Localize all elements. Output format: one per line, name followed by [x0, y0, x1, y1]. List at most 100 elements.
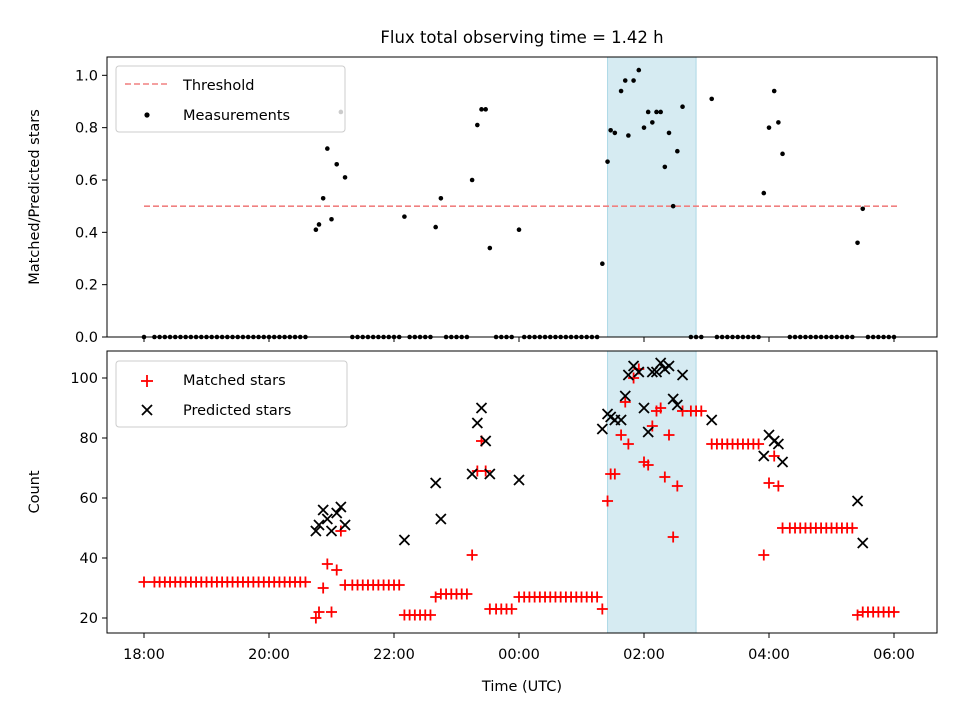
bottom-y-axis-label: Count — [27, 470, 43, 513]
bottom-highlight-span — [607, 350, 697, 634]
predicted-star-point — [772, 438, 785, 450]
matched-star-point — [659, 471, 671, 483]
x-axis-label: Time (UTC) — [481, 679, 562, 695]
predicted-star-point — [596, 423, 608, 435]
measurement-point — [469, 177, 475, 183]
predicted-star-point — [758, 450, 770, 462]
measurement-point — [776, 120, 781, 125]
predicted-star-point — [642, 426, 654, 438]
top-legend-frame — [115, 65, 346, 133]
measurement-point — [658, 109, 663, 115]
predicted-star-point — [619, 390, 631, 402]
measurement-point — [605, 159, 610, 164]
legend-measurements-swatch — [144, 112, 150, 118]
matched-star-point — [331, 564, 343, 576]
predicted-star-point — [706, 414, 718, 426]
top-axes-frame — [106, 56, 938, 338]
x-tick-label: 02:00 — [623, 647, 665, 663]
predicted-star-point — [313, 519, 325, 531]
bottom-legend: Matched stars Predicted stars — [115, 360, 348, 428]
matched-star-point — [768, 450, 780, 462]
matched-star-point — [591, 591, 603, 603]
predicted-star-point — [321, 513, 333, 525]
matched-star-point — [310, 612, 322, 624]
chart-title: Flux total observing time = 1.42 h — [380, 28, 663, 47]
measurement-point — [666, 130, 672, 136]
legend-threshold-label: Threshold — [182, 78, 254, 94]
measurement-point — [645, 109, 651, 115]
matched-star-point — [888, 606, 900, 618]
x-tick-label: 20:00 — [248, 647, 290, 663]
measurement-point — [662, 164, 668, 170]
matched-star-point — [772, 480, 784, 492]
predicted-star-point — [638, 402, 650, 414]
matched-star-point — [695, 405, 707, 417]
measurement-point — [670, 203, 676, 209]
matched-star-point — [299, 576, 311, 588]
top-y-ticks: 0.0 0.2 0.4 0.6 0.8 1.0 — [75, 68, 107, 346]
matched-star-point — [655, 402, 667, 414]
y-tick-label: 0.6 — [75, 173, 98, 189]
top-x-ticks — [143, 337, 895, 342]
bottom-axes-frame — [106, 350, 938, 634]
top-y-axis-label: Matched/Predicted stars — [27, 109, 43, 285]
measurement-point — [479, 107, 484, 112]
matched-star-point — [506, 603, 518, 615]
y-tick-label: 0.8 — [75, 121, 98, 137]
measurement-point — [600, 261, 605, 267]
legend-measurements-label: Measurements — [183, 108, 290, 124]
matched-star-point — [622, 438, 634, 450]
measurement-point — [608, 127, 613, 133]
measurement-point — [433, 224, 438, 230]
predicted-star-point — [776, 456, 789, 468]
measurement-point — [487, 245, 493, 251]
matched-star-point — [317, 582, 329, 594]
predicted-star-point — [430, 477, 442, 489]
measurement-point — [320, 196, 326, 201]
measurement-point — [654, 109, 659, 115]
matched-star-point — [461, 588, 473, 600]
predicted-star-point — [646, 366, 658, 378]
y-tick-label: 1.0 — [75, 68, 98, 84]
measurement-point — [342, 175, 348, 180]
predicted-star-point — [398, 534, 411, 546]
predicted-star-point — [667, 393, 679, 405]
x-tick-label: 18:00 — [123, 647, 165, 663]
measurement-point — [641, 125, 647, 130]
matched-star-point — [326, 606, 337, 618]
predicted-star-point — [466, 468, 478, 480]
predicted-star-point — [471, 417, 483, 429]
x-tick-label: 22:00 — [373, 647, 415, 663]
predicted-star-point — [851, 495, 864, 507]
measurement-point — [626, 133, 631, 138]
y-tick-label: 60 — [80, 491, 98, 507]
measurement-point — [780, 151, 785, 157]
predicted-star-point — [857, 537, 869, 549]
y-tick-label: 40 — [80, 551, 98, 567]
matched-star-point — [763, 477, 775, 489]
y-tick-label: 20 — [80, 611, 98, 627]
count-panel: 20 40 60 80 100 18:00 20:00 22:00 00:00 02:00 04:… — [27, 350, 938, 695]
matched-star-point — [609, 468, 621, 480]
y-tick-label: 0.2 — [75, 278, 98, 294]
measurement-point — [631, 78, 636, 83]
measurement-point — [709, 96, 715, 102]
predicted-star-point — [671, 399, 683, 411]
predicted-star-point — [484, 468, 496, 480]
predicted-star-point — [475, 402, 488, 414]
measurement-point — [761, 190, 767, 196]
matched-star-point — [619, 396, 631, 408]
matched-star-point — [138, 576, 150, 588]
predicted-star-point — [655, 357, 667, 369]
measurement-point — [313, 227, 319, 233]
matched-star-point — [667, 531, 679, 543]
x-tick-label: 00:00 — [498, 647, 540, 663]
matched-star-point — [758, 549, 770, 561]
legend-matched-swatch — [141, 375, 153, 387]
matched-star-point — [335, 525, 347, 537]
top-legend: Threshold Measurements — [115, 65, 346, 133]
predicted-star-point — [622, 369, 635, 381]
y-tick-label: 80 — [80, 431, 98, 447]
bottom-x-ticks: 18:00 20:00 22:00 00:00 02:00 04:00 06:00 — [123, 633, 915, 663]
